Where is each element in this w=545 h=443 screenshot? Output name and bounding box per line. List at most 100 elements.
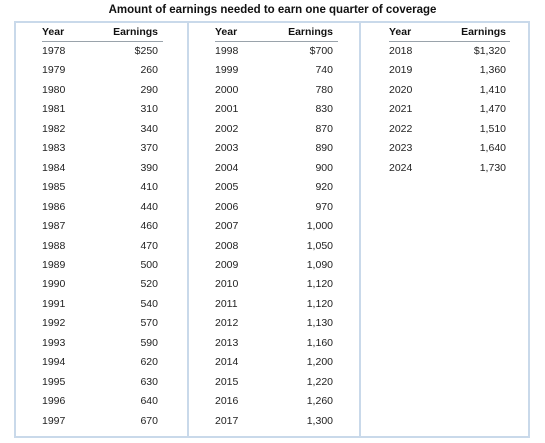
- cell-earnings: 1,120: [306, 297, 333, 310]
- cell-year: 2003: [215, 142, 239, 155]
- cell-earnings: 410: [140, 181, 158, 194]
- cell-earnings: 590: [140, 336, 158, 349]
- cell-year: 2021: [389, 103, 413, 116]
- cell-earnings: 1,360: [479, 64, 506, 77]
- header-underline: [389, 41, 510, 42]
- cell-earnings: 520: [140, 278, 158, 291]
- cell-earnings: 1,050: [306, 239, 333, 252]
- cell-year: 1997: [42, 414, 66, 427]
- table-frame: [14, 21, 530, 438]
- cell-earnings: 620: [140, 356, 158, 369]
- cell-year: 2000: [215, 83, 239, 96]
- cell-earnings: 890: [315, 142, 333, 155]
- cell-year: 2010: [215, 278, 239, 291]
- cell-earnings: 640: [140, 395, 158, 408]
- cell-year: 2017: [215, 414, 239, 427]
- cell-year: 2018: [389, 45, 413, 57]
- cell-earnings: 900: [315, 161, 333, 174]
- cell-earnings: 1,470: [479, 103, 506, 116]
- cell-year: 1994: [42, 356, 66, 369]
- header-earnings: Earnings: [113, 26, 158, 38]
- cell-year: 2004: [215, 161, 239, 174]
- cell-earnings: 920: [315, 181, 333, 194]
- cell-year: 1999: [215, 64, 239, 77]
- cell-earnings: 390: [140, 161, 158, 174]
- cell-year: 2016: [215, 395, 239, 408]
- cell-earnings: 460: [140, 220, 158, 233]
- header-year: Year: [389, 26, 412, 38]
- cell-earnings: $700: [309, 45, 333, 57]
- cell-earnings: 830: [315, 103, 333, 116]
- cell-year: 1984: [42, 161, 66, 174]
- cell-year: 2020: [389, 83, 413, 96]
- cell-earnings: 1,510: [479, 122, 506, 135]
- cell-earnings: 1,300: [306, 414, 333, 427]
- cell-year: 2006: [215, 200, 239, 213]
- cell-earnings: 1,410: [479, 83, 506, 96]
- cell-earnings: 1,000: [306, 220, 333, 233]
- cell-earnings: 1,260: [306, 395, 333, 408]
- cell-earnings: 1,220: [306, 375, 333, 388]
- cell-year: 2005: [215, 181, 239, 194]
- cell-year: 1998: [215, 45, 239, 57]
- cell-year: 1982: [42, 122, 66, 135]
- cell-earnings: 340: [140, 122, 158, 135]
- cell-year: 2024: [389, 161, 413, 174]
- cell-year: 1996: [42, 395, 66, 408]
- column-group: Year Earnings 1998 $700 1999 740 2000 780 2001 83…: [189, 21, 359, 438]
- cell-year: 1990: [42, 278, 66, 291]
- cell-earnings: 570: [140, 317, 158, 330]
- cell-earnings: $250: [134, 45, 158, 57]
- cell-year: 1992: [42, 317, 66, 330]
- header-year: Year: [215, 26, 238, 38]
- cell-earnings: 290: [140, 83, 158, 96]
- column-divider: [359, 21, 361, 438]
- cell-year: 1988: [42, 239, 66, 252]
- header-year: Year: [42, 26, 65, 38]
- cell-year: 2014: [215, 356, 239, 369]
- cell-year: 2007: [215, 220, 239, 233]
- cell-earnings: 670: [140, 414, 158, 427]
- cell-earnings: 1,640: [479, 142, 506, 155]
- cell-earnings: 310: [140, 103, 158, 116]
- column-divider: [187, 21, 189, 438]
- cell-earnings: 1,120: [306, 278, 333, 291]
- cell-earnings: 370: [140, 142, 158, 155]
- cell-year: 2012: [215, 317, 239, 330]
- cell-earnings: 740: [315, 64, 333, 77]
- cell-earnings: 260: [140, 64, 158, 77]
- cell-year: 2013: [215, 336, 239, 349]
- cell-earnings: 870: [315, 122, 333, 135]
- cell-earnings: 470: [140, 239, 158, 252]
- cell-earnings: 1,160: [306, 336, 333, 349]
- cell-year: 1980: [42, 83, 66, 96]
- cell-year: 2022: [389, 122, 413, 135]
- cell-year: 1993: [42, 336, 66, 349]
- cell-year: 2015: [215, 375, 239, 388]
- cell-year: 1991: [42, 297, 66, 310]
- cell-earnings: 1,090: [306, 258, 333, 271]
- cell-earnings: 1,200: [306, 356, 333, 369]
- cell-earnings: 440: [140, 200, 158, 213]
- header-earnings: Earnings: [461, 26, 506, 38]
- header-underline: [215, 41, 338, 42]
- cell-year: 1983: [42, 142, 66, 155]
- cell-earnings: 500: [140, 258, 158, 271]
- cell-year: 2023: [389, 142, 413, 155]
- cell-year: 2019: [389, 64, 413, 77]
- cell-year: 1979: [42, 64, 66, 77]
- cell-year: 1987: [42, 220, 66, 233]
- table-title: Amount of earnings needed to earn one qu…: [108, 4, 437, 16]
- cell-earnings: 970: [315, 200, 333, 213]
- cell-earnings: 1,130: [306, 317, 333, 330]
- cell-year: 1985: [42, 181, 66, 194]
- cell-year: 2011: [215, 297, 238, 310]
- cell-earnings: 1,730: [479, 161, 506, 174]
- column-group: Year Earnings 1978 $250 1979 260 1980 290 1981 31…: [16, 21, 186, 438]
- cell-year: 1989: [42, 258, 66, 271]
- header-underline: [42, 41, 163, 42]
- cell-year: 2009: [215, 258, 239, 271]
- column-group: Year Earnings 2018 $1,320 2019 1,360 2020 1,410…: [361, 21, 531, 438]
- cell-year: 2001: [215, 103, 239, 116]
- header-earnings: Earnings: [288, 26, 333, 38]
